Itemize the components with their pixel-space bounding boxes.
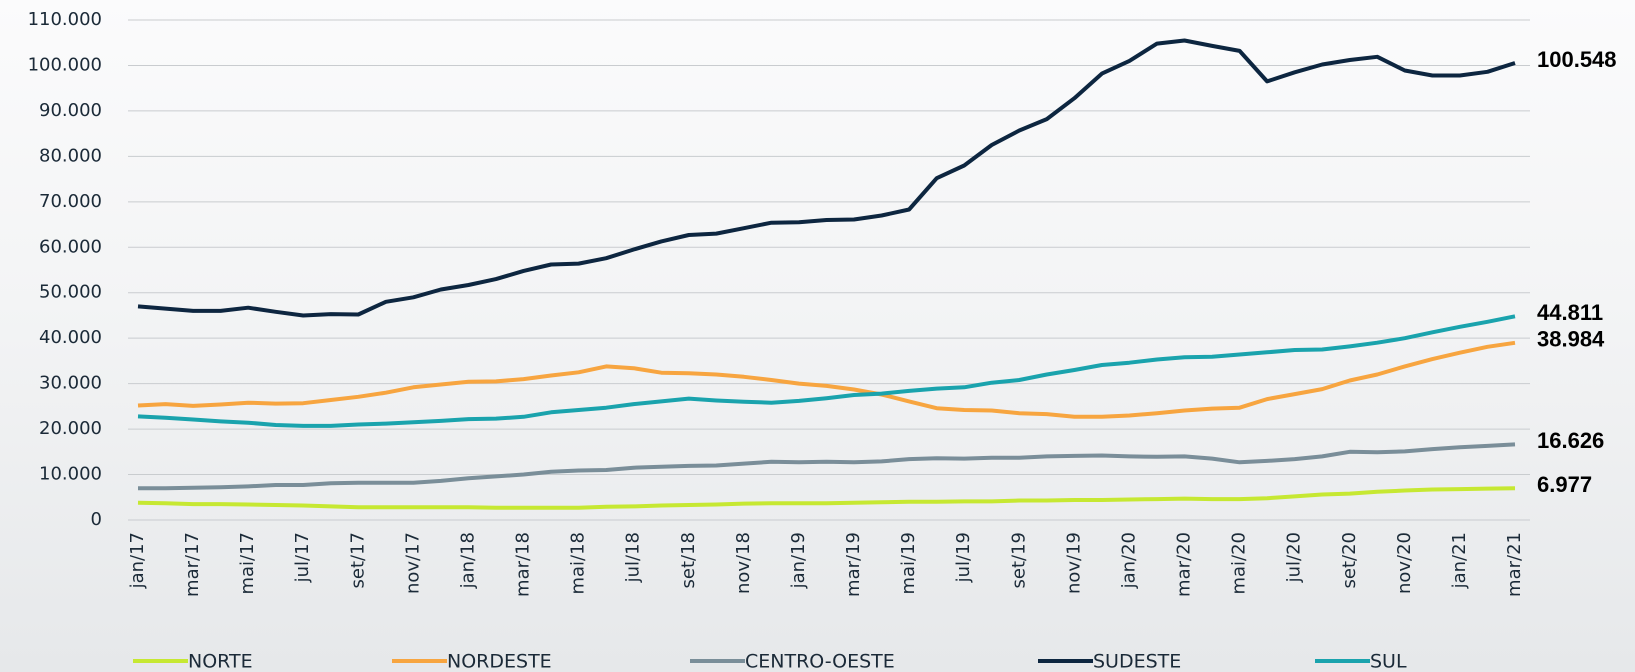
y-tick-label: 70.000 [39, 191, 102, 212]
x-tick-label: jan/19 [788, 532, 809, 589]
x-tick-label: mar/18 [513, 532, 534, 597]
x-tick-label: mai/20 [1229, 532, 1250, 595]
x-tick-label: nov/20 [1394, 532, 1415, 594]
y-tick-label: 40.000 [39, 327, 102, 348]
y-tick-label: 30.000 [39, 373, 102, 394]
x-tick-label: jan/17 [127, 532, 148, 589]
x-tick-label: jul/17 [292, 532, 313, 583]
series-line [138, 444, 1515, 488]
y-tick-label: 100.000 [28, 54, 102, 75]
x-tick-label: mai/19 [898, 532, 919, 595]
end-label: 44.811 [1537, 300, 1603, 325]
y-tick-label: 10.000 [39, 464, 102, 485]
x-tick-label: mar/17 [182, 532, 203, 597]
end-label: 6.977 [1537, 472, 1592, 497]
end-label: 38.984 [1537, 327, 1605, 352]
y-tick-label: 0 [91, 509, 102, 530]
x-tick-label: jan/20 [1118, 532, 1139, 589]
x-tick-label: set/17 [347, 532, 368, 588]
legend-label: NORDESTE [447, 651, 552, 672]
legend-label: NORTE [188, 651, 253, 672]
x-tick-label: nov/19 [1063, 532, 1084, 594]
y-tick-label: 50.000 [39, 282, 102, 303]
x-tick-label: mai/17 [237, 532, 258, 595]
y-tick-label: 90.000 [39, 100, 102, 121]
x-tick-label: set/18 [678, 532, 699, 588]
x-tick-label: jan/18 [457, 532, 478, 589]
x-tick-label: jul/20 [1284, 532, 1305, 583]
chart: 0 10.000 20.000 30.000 40.000 50.000 60.000 70.… [0, 0, 1635, 672]
series-line [138, 488, 1515, 507]
end-label: 100.548 [1537, 47, 1617, 72]
y-tick-label: 20.000 [39, 418, 102, 439]
legend-label: CENTRO-OESTE [745, 651, 895, 672]
x-tick-label: jul/18 [623, 532, 644, 583]
x-tick-label: mar/21 [1504, 532, 1525, 597]
end-label: 16.626 [1537, 428, 1604, 453]
series-line [138, 343, 1515, 417]
x-tick-label: mai/18 [568, 532, 589, 595]
y-tick-label: 80.000 [39, 145, 102, 166]
y-tick-label: 60.000 [39, 236, 102, 257]
x-tick-label: mar/20 [1174, 532, 1195, 597]
legend-label: SUL [1370, 651, 1407, 672]
series-line [138, 316, 1515, 426]
x-tick-label: set/20 [1339, 532, 1360, 588]
x-tick-label: jan/21 [1449, 532, 1470, 589]
x-tick-label: set/19 [1008, 532, 1029, 588]
legend-label: SUDESTE [1093, 651, 1181, 672]
x-tick-label: nov/17 [402, 532, 423, 594]
y-tick-label: 110.000 [28, 9, 102, 30]
x-tick-label: jul/19 [953, 532, 974, 583]
series-line [138, 41, 1515, 316]
x-tick-label: mar/19 [843, 532, 864, 597]
x-tick-label: nov/18 [733, 532, 754, 594]
